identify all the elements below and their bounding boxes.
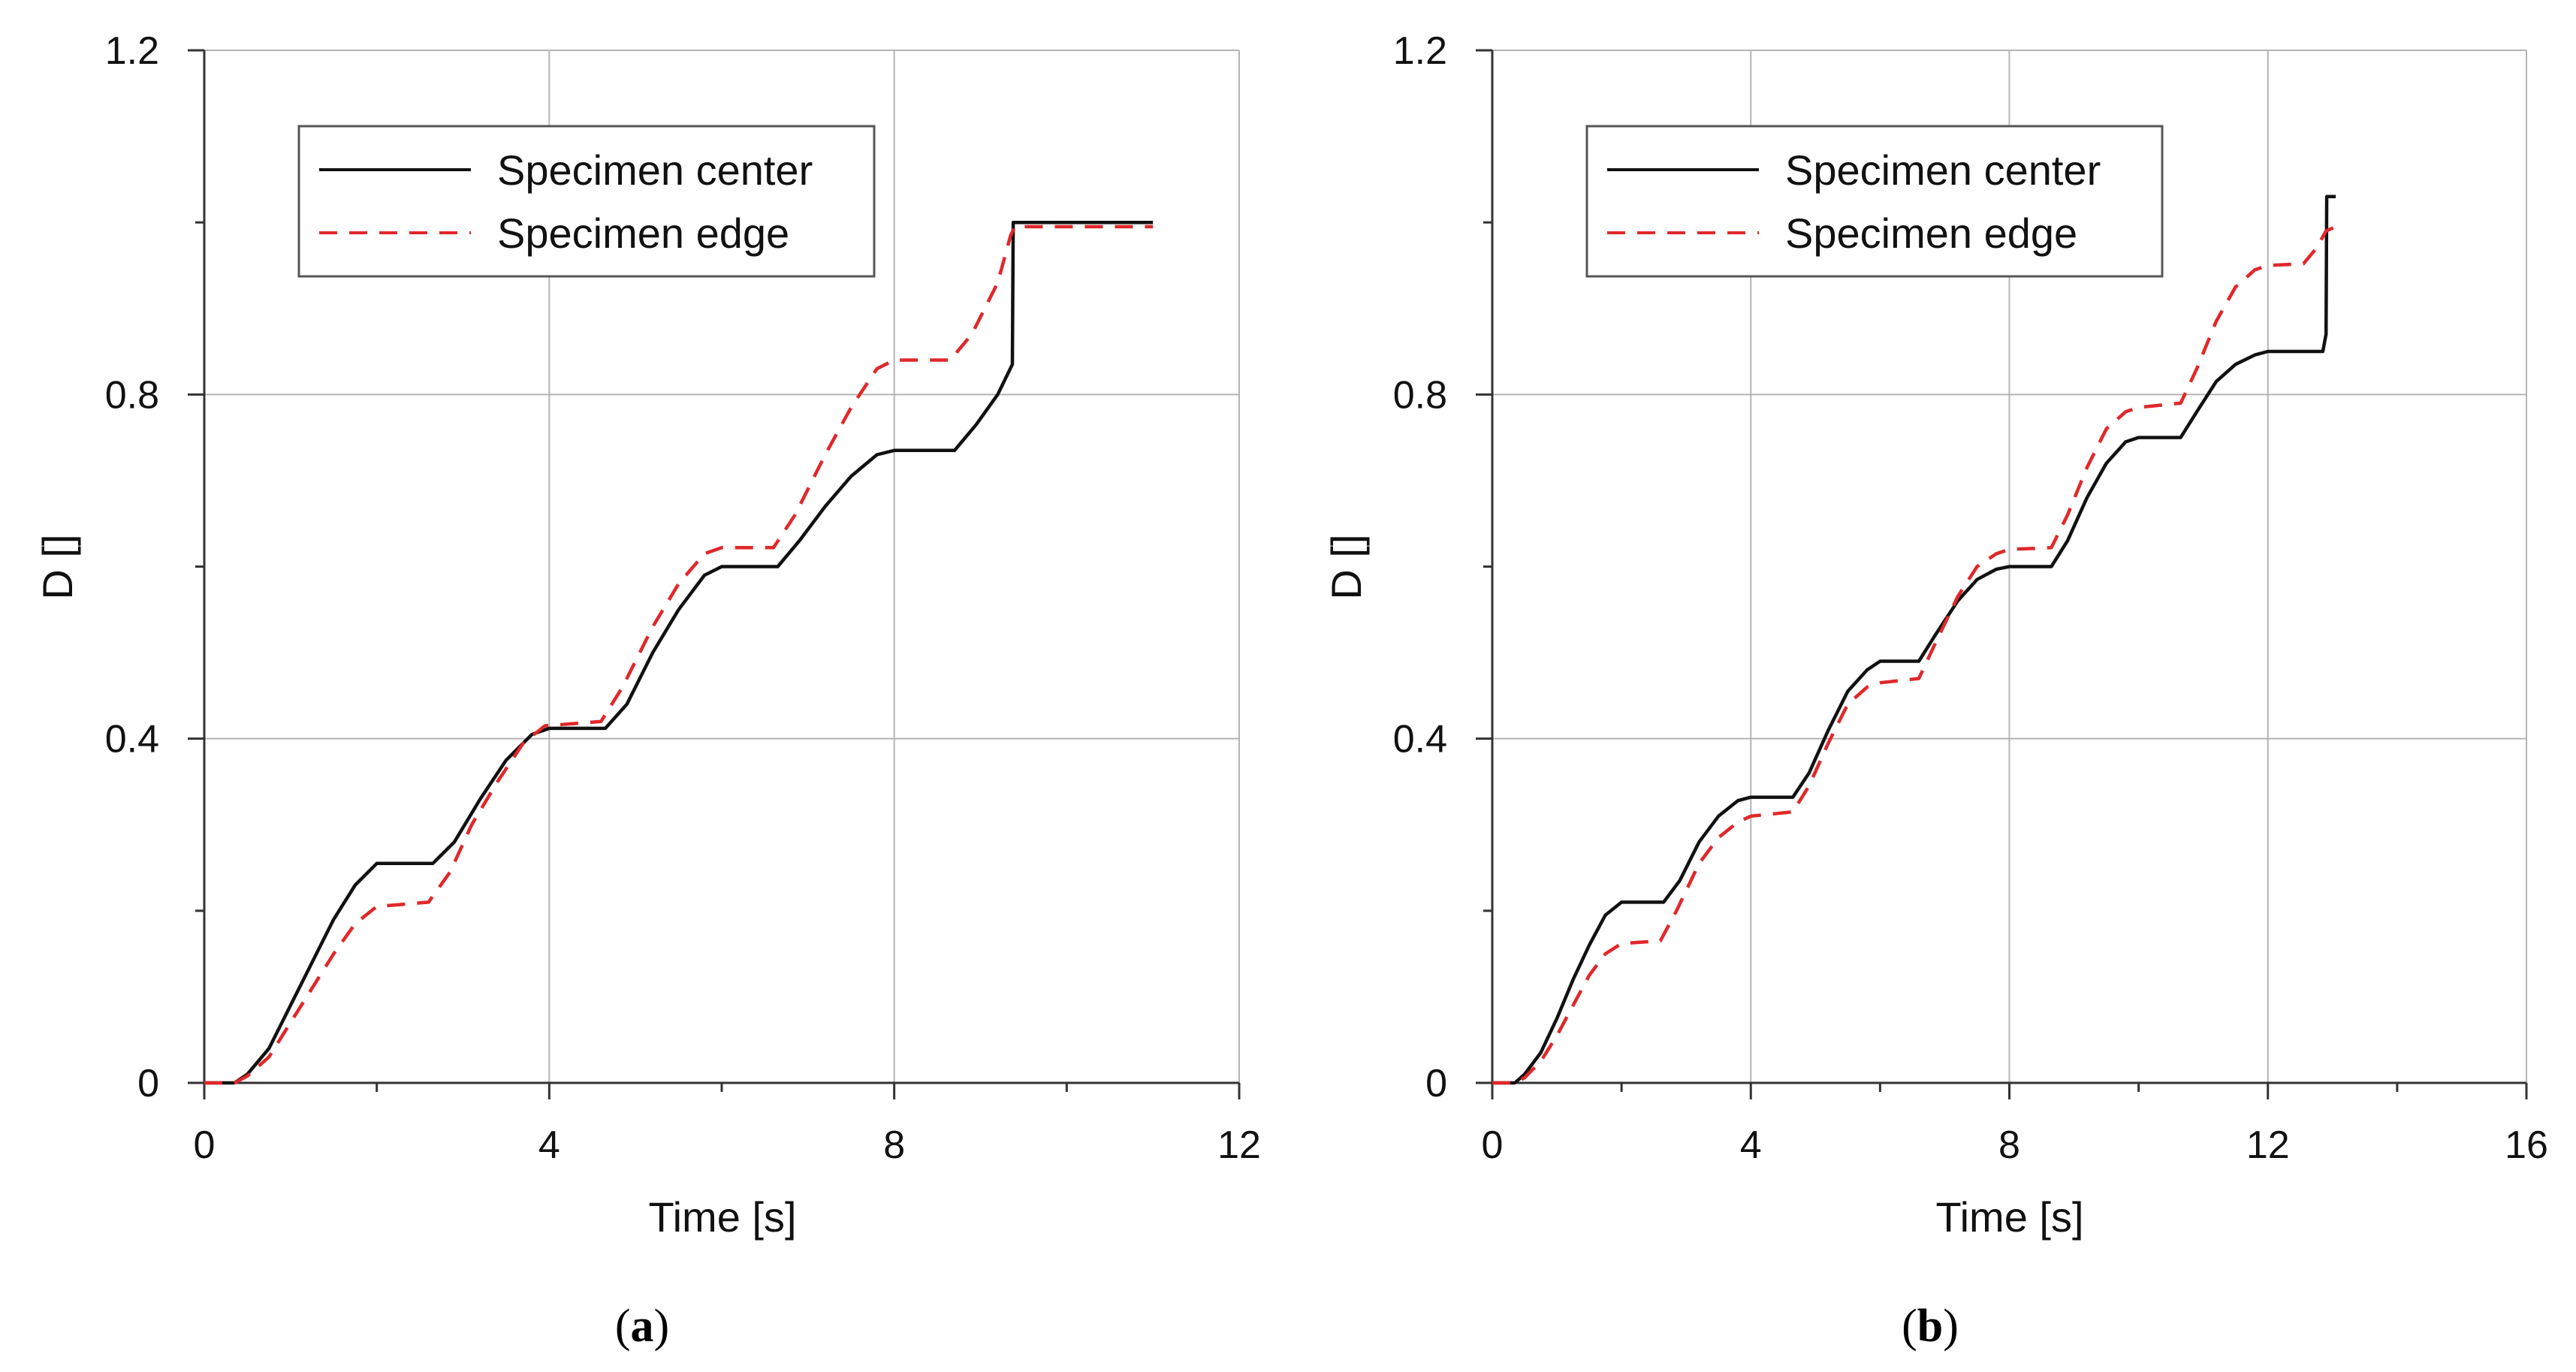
legend: Specimen center Specimen edge <box>1585 125 2164 278</box>
x-tick-label: 12 <box>1217 1123 1261 1167</box>
legend-label-specimen-center: Specimen center <box>497 146 813 194</box>
legend-label-specimen-edge: Specimen edge <box>497 210 789 257</box>
axes: 0 4 8 12 16 0 0.4 0.8 1.2 <box>1393 29 2548 1167</box>
y-tick-label: 1.2 <box>1393 29 1447 73</box>
grid-lines <box>204 50 1240 1083</box>
y-axis-label: D [] <box>34 534 81 599</box>
series-line-specimen-edge <box>1492 225 2337 1085</box>
x-tick-label: 4 <box>1740 1123 1762 1167</box>
y-tick-label: 1.2 <box>105 29 159 73</box>
y-tick-label: 0 <box>137 1062 159 1105</box>
legend: Specimen center Specimen edge <box>297 125 876 278</box>
legend-box <box>1585 125 2164 278</box>
x-tick-label: 8 <box>1998 1123 2020 1167</box>
y-tick-label: 0 <box>1425 1062 1447 1105</box>
series-line-specimen-center <box>204 220 1154 1085</box>
data-series <box>1492 194 2337 1085</box>
legend-label-specimen-center: Specimen center <box>1785 146 2101 194</box>
data-series <box>204 220 1154 1085</box>
x-tick-label: 4 <box>538 1123 560 1167</box>
legend-label-specimen-edge: Specimen edge <box>1785 210 2077 257</box>
series-line-specimen-edge <box>204 225 1154 1085</box>
x-axis-label: Time [s] <box>1935 1193 2083 1241</box>
y-tick-label: 0.4 <box>1393 718 1447 761</box>
x-tick-label: 12 <box>2246 1123 2290 1167</box>
panel-caption-letter: a <box>631 1301 654 1352</box>
x-tick-label: 8 <box>883 1123 905 1167</box>
legend-box <box>297 125 876 278</box>
chart-panel-a: 0 4 8 12 0 0.4 0.8 1.2 Specimen center Specimen… <box>34 29 1261 1352</box>
panel-caption-letter: b <box>1917 1301 1943 1352</box>
panel-caption-a: (a) <box>615 1301 669 1352</box>
x-tick-label: 0 <box>1482 1123 1504 1167</box>
axes: 0 4 8 12 0 0.4 0.8 1.2 <box>105 29 1261 1167</box>
y-tick-label: 0.4 <box>105 718 159 761</box>
panel-caption-b: (b) <box>1902 1301 1959 1352</box>
x-tick-label: 16 <box>2505 1123 2548 1167</box>
series-line-specimen-center <box>1492 194 2336 1085</box>
x-tick-label: 0 <box>194 1123 216 1167</box>
x-axis-label: Time [s] <box>648 1193 796 1241</box>
y-tick-label: 0.8 <box>105 373 159 417</box>
y-axis-label: D [] <box>1323 534 1370 599</box>
chart-panel-b: 0 4 8 12 16 0 0.4 0.8 1.2 Specimen center Specim… <box>1323 29 2548 1352</box>
y-tick-label: 0.8 <box>1393 373 1447 417</box>
